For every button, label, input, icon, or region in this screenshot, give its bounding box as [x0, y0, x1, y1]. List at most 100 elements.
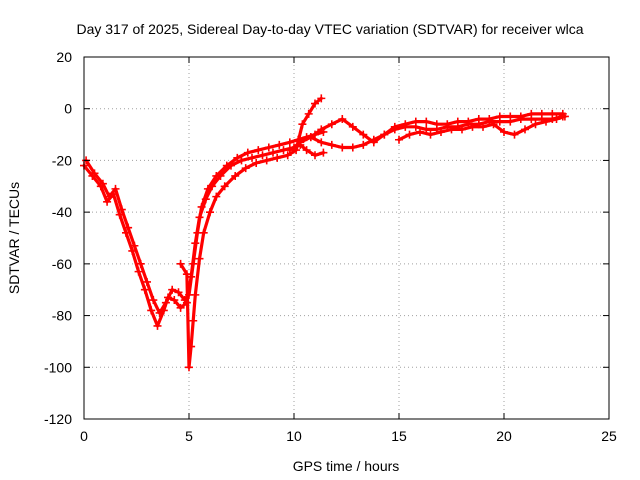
- data-point: [254, 146, 263, 155]
- data-point: [348, 122, 357, 131]
- data-point: [275, 140, 284, 149]
- data-point: [185, 363, 193, 372]
- grid: [84, 57, 609, 419]
- data-point: [149, 296, 158, 305]
- data-point: [134, 267, 143, 276]
- y-axis-label: SDTVAR / TECUs: [6, 182, 22, 294]
- y-tick-label: -100: [44, 359, 72, 375]
- data-point: [90, 169, 99, 178]
- x-axis: 0 5 10 15 20 25: [80, 57, 617, 444]
- data-point: [140, 285, 149, 294]
- data-point: [302, 146, 311, 155]
- data-point: [506, 117, 515, 126]
- y-tick-label: -120: [44, 411, 72, 427]
- data-point: [203, 184, 212, 193]
- data-point: [111, 184, 120, 193]
- data-point: [182, 270, 191, 279]
- data-point: [195, 254, 204, 263]
- data-point: [359, 130, 368, 139]
- y-axis: -120 -100 -80 -60 -40 -20 0 20: [44, 49, 609, 427]
- data-point: [269, 148, 277, 157]
- data-point: [311, 151, 319, 160]
- data-point: [500, 127, 508, 136]
- data-point: [296, 138, 305, 147]
- plot-frame: [83, 56, 610, 420]
- data-point: [283, 151, 292, 160]
- data-point: [390, 125, 399, 134]
- data-point: [206, 208, 214, 217]
- data-point: [262, 156, 271, 165]
- data-point: [311, 99, 319, 108]
- data-point: [222, 161, 231, 170]
- x-tick-label: 0: [80, 428, 88, 444]
- data-point: [560, 112, 569, 121]
- data-point: [426, 130, 435, 139]
- data-point: [212, 192, 221, 201]
- series-layer: [80, 94, 569, 372]
- data-point: [416, 127, 424, 136]
- data-point: [317, 94, 326, 103]
- data-point: [191, 290, 200, 299]
- data-point: [317, 138, 326, 147]
- data-point: [248, 153, 256, 162]
- data-point: [189, 259, 198, 268]
- data-point: [174, 288, 183, 297]
- data-point: [489, 120, 498, 129]
- data-point: [264, 143, 273, 152]
- x-tick-label: 25: [601, 428, 617, 444]
- data-point: [130, 241, 139, 250]
- data-point: [155, 308, 164, 317]
- data-point: [327, 140, 336, 149]
- x-tick-label: 20: [496, 428, 512, 444]
- data-point: [168, 285, 177, 294]
- data-point: [317, 125, 326, 134]
- data-point: [304, 109, 313, 118]
- data-point: [233, 153, 242, 162]
- data-point: [258, 151, 267, 160]
- data-point: [306, 133, 315, 142]
- data-point: [136, 259, 145, 268]
- data-point: [327, 120, 336, 129]
- data-point: [552, 115, 561, 124]
- y-tick-label: -40: [52, 204, 72, 220]
- data-point: [479, 122, 487, 131]
- data-point: [285, 146, 294, 155]
- data-point: [103, 197, 112, 206]
- data-point: [531, 120, 540, 129]
- data-point: [243, 148, 252, 157]
- y-tick-label: -60: [52, 256, 72, 272]
- y-tick-label: 20: [56, 49, 72, 65]
- data-point: [422, 117, 431, 126]
- data-point: [241, 164, 250, 173]
- data-point: [161, 298, 170, 307]
- x-tick-label: 5: [185, 428, 193, 444]
- data-point: [220, 182, 229, 191]
- data-point: [527, 115, 536, 124]
- data-point: [542, 117, 550, 126]
- data-point: [176, 303, 185, 312]
- x-axis-label: GPS time / hours: [293, 458, 400, 474]
- chart-title: Day 317 of 2025, Sidereal Day-to-day VTE…: [76, 21, 583, 37]
- data-point: [98, 179, 107, 188]
- data-point: [405, 130, 414, 139]
- data-point: [176, 259, 185, 268]
- data-point: [437, 127, 445, 136]
- data-point: [197, 202, 206, 211]
- data-point: [147, 306, 156, 315]
- data-point: [510, 130, 519, 139]
- data-point: [117, 205, 126, 214]
- data-point: [348, 143, 357, 152]
- data-point: [468, 122, 477, 131]
- data-point: [521, 125, 529, 134]
- data-point: [369, 135, 378, 144]
- data-point: [458, 125, 466, 134]
- data-point: [411, 122, 420, 131]
- data-point: [516, 115, 525, 124]
- data-point: [338, 143, 347, 152]
- data-point: [285, 138, 294, 147]
- data-point: [401, 122, 410, 131]
- data-point: [495, 117, 504, 126]
- data-point: [189, 316, 198, 325]
- data-point: [237, 156, 246, 165]
